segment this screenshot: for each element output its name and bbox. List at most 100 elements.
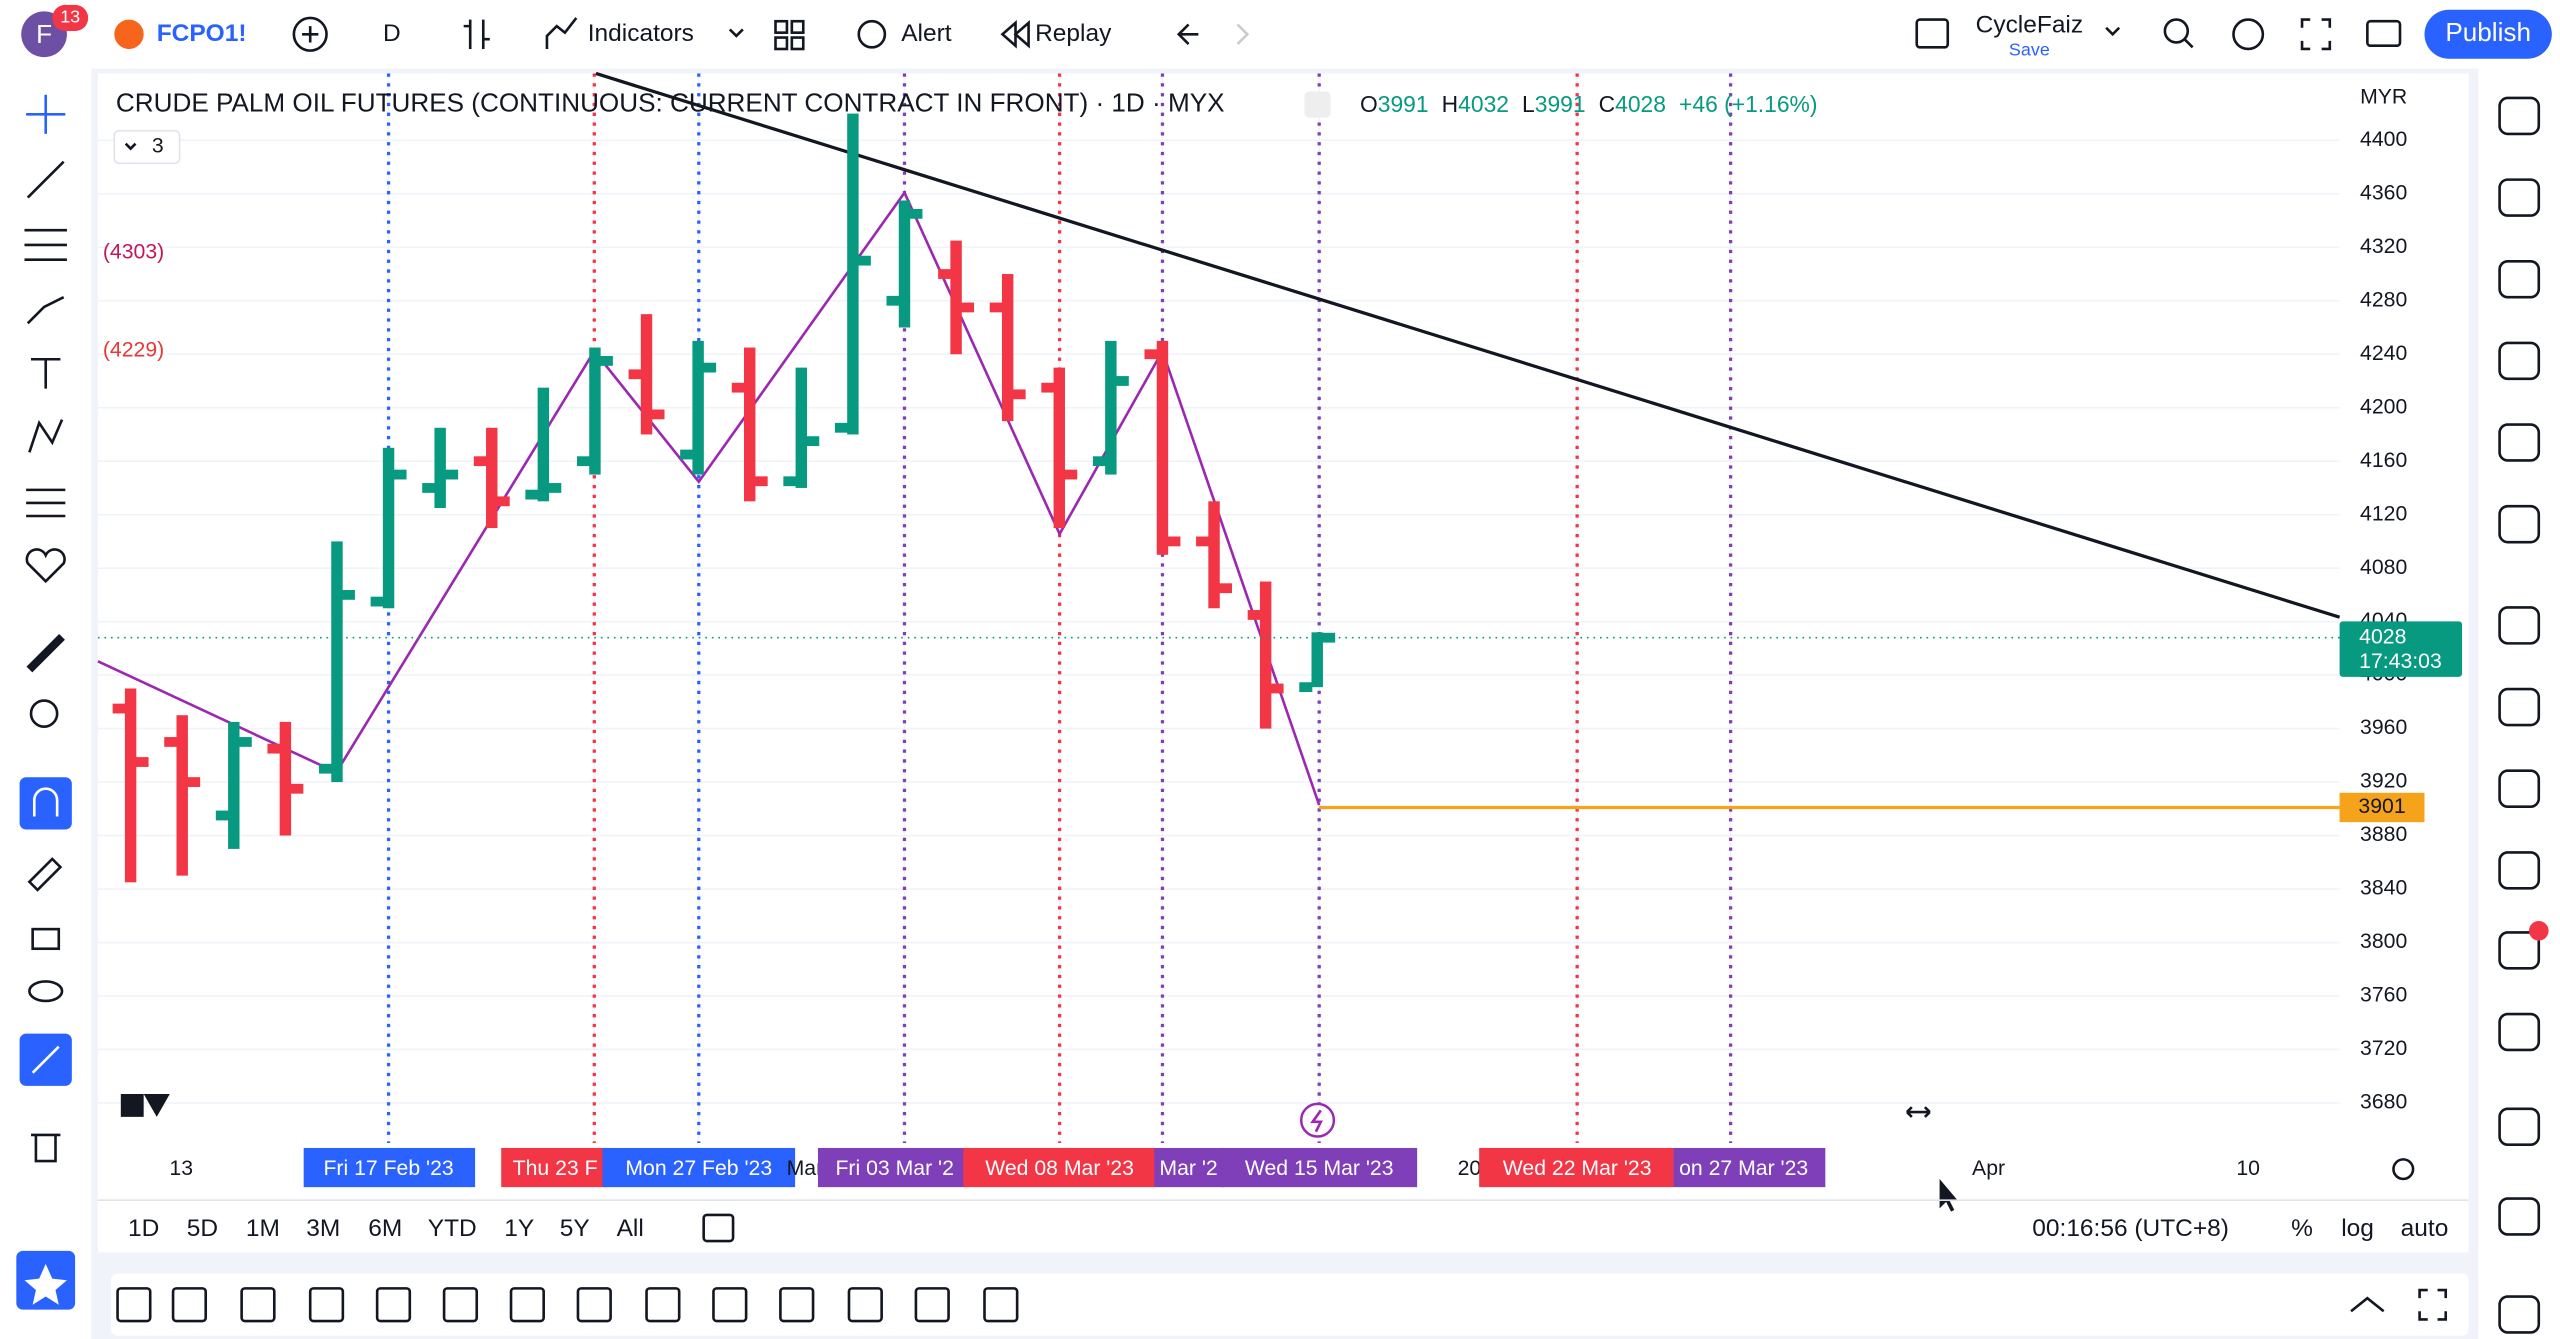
timeframe[interactable]: All xyxy=(617,1215,644,1242)
bar-close xyxy=(393,469,407,480)
scale-option[interactable]: auto xyxy=(2401,1215,2449,1242)
clock[interactable]: 00:16:56 (UTC+8) xyxy=(2032,1215,2229,1242)
tool-icon[interactable] xyxy=(847,1287,883,1323)
tool-icon[interactable] xyxy=(442,1287,479,1323)
maximize[interactable] xyxy=(2418,1288,2448,1321)
tool-icon[interactable] xyxy=(576,1287,612,1323)
layout-name[interactable]: CycleFaiz xyxy=(1976,12,2083,39)
side-icon[interactable] xyxy=(2498,423,2541,462)
tool-icon[interactable] xyxy=(914,1287,950,1323)
snapshot[interactable] xyxy=(2366,19,2402,48)
alert[interactable]: Alert xyxy=(901,20,952,47)
save[interactable]: Save xyxy=(2009,39,2050,59)
dropdown[interactable] xyxy=(2105,26,2121,37)
tool-icon[interactable] xyxy=(509,1287,545,1323)
axis-settings[interactable] xyxy=(2392,1158,2415,1181)
text-tool[interactable] xyxy=(31,357,61,389)
x-tick-label: Wed 22 Mar '23 xyxy=(1503,1157,1652,1180)
tool-icon[interactable] xyxy=(116,1287,152,1323)
currency[interactable]: MYR xyxy=(2360,86,2407,109)
side-icon[interactable] xyxy=(2498,178,2541,217)
collapse[interactable] xyxy=(2350,1296,2385,1313)
y-tick-label: 4280 xyxy=(2360,288,2407,311)
indicator-toggle[interactable] xyxy=(113,129,181,165)
publish: Publish xyxy=(2445,17,2531,47)
zoom[interactable] xyxy=(29,699,59,728)
forecast-tool[interactable] xyxy=(26,488,66,518)
layout-icon[interactable] xyxy=(774,19,789,34)
side-icon[interactable] xyxy=(2498,687,2541,727)
lock[interactable] xyxy=(31,927,61,951)
scale-option[interactable]: % xyxy=(2291,1215,2313,1242)
side-icon[interactable] xyxy=(2498,1107,2541,1146)
bar-style[interactable] xyxy=(463,19,490,49)
layout-icon xyxy=(790,19,805,34)
ruler[interactable] xyxy=(26,633,65,673)
timeframe[interactable]: 1D xyxy=(128,1215,159,1242)
y-tick-label: 4120 xyxy=(2360,502,2407,525)
add-symbol[interactable] xyxy=(292,16,328,52)
fullscreen[interactable] xyxy=(2300,18,2332,51)
timeframe[interactable]: 1Y xyxy=(504,1215,534,1242)
pattern-tool[interactable] xyxy=(28,419,64,453)
drawing-toolbar xyxy=(111,1273,2469,1336)
y-tick-label: 4360 xyxy=(2360,181,2407,204)
x-label-bg xyxy=(817,1147,967,1188)
timeframe[interactable]: 3M xyxy=(306,1215,340,1242)
side-icon[interactable] xyxy=(2498,931,2541,970)
crosshair-tool[interactable] xyxy=(26,94,66,134)
timeframe[interactable]: 6M xyxy=(368,1215,402,1242)
side-icon[interactable] xyxy=(2498,341,2541,381)
bar-close xyxy=(1218,583,1232,594)
settings[interactable] xyxy=(2232,18,2265,51)
side-icon[interactable] xyxy=(2498,96,2541,136)
timeframe[interactable]: 1M xyxy=(246,1215,280,1242)
tool-icon[interactable] xyxy=(983,1287,1019,1323)
brush-tool[interactable] xyxy=(26,296,65,325)
tool-icon[interactable] xyxy=(712,1287,748,1323)
bar-open xyxy=(886,295,900,306)
timeframe[interactable]: 5Y xyxy=(560,1215,590,1242)
event-marker[interactable] xyxy=(1300,1102,1336,1138)
search[interactable] xyxy=(2163,18,2190,44)
side-icon[interactable] xyxy=(2498,1012,2541,1052)
side-icon[interactable] xyxy=(2498,504,2541,544)
side-icon[interactable] xyxy=(2498,606,2541,645)
tool-icon[interactable] xyxy=(645,1287,681,1323)
bar-range xyxy=(382,447,395,609)
timeframe[interactable]: 5D xyxy=(187,1215,218,1242)
tool-icon[interactable] xyxy=(779,1287,815,1323)
line-tool[interactable] xyxy=(26,160,65,199)
indicators[interactable]: Indicators xyxy=(588,20,694,47)
tool-icon[interactable] xyxy=(375,1287,412,1323)
replay[interactable]: Replay xyxy=(1035,20,1112,47)
interval[interactable]: D xyxy=(383,20,401,47)
redo[interactable] xyxy=(1236,23,1250,46)
publish-button[interactable] xyxy=(2424,9,2552,59)
layout-select[interactable] xyxy=(1915,18,1950,49)
tool-icon[interactable] xyxy=(171,1287,208,1323)
side-icon[interactable] xyxy=(2498,769,2541,808)
dropdown[interactable] xyxy=(728,28,744,38)
fib-tool[interactable] xyxy=(24,228,67,261)
undo[interactable] xyxy=(1176,23,1199,46)
favorites[interactable] xyxy=(25,548,66,584)
side-icon[interactable] xyxy=(2498,851,2541,890)
tool-icon[interactable] xyxy=(308,1287,345,1323)
legend-toggle[interactable] xyxy=(1304,91,1331,118)
side-icon[interactable] xyxy=(2498,1197,2541,1236)
hide[interactable] xyxy=(28,980,64,1003)
scale-option[interactable]: log xyxy=(2341,1215,2374,1242)
ohlc-label: L xyxy=(1522,91,1535,117)
timeframe[interactable]: YTD xyxy=(428,1215,477,1242)
trash[interactable] xyxy=(31,1133,61,1163)
side-icon[interactable] xyxy=(2498,1295,2541,1334)
tool-icon[interactable] xyxy=(240,1287,276,1323)
bar-open xyxy=(1092,456,1106,467)
symbol[interactable]: FCPO1! xyxy=(157,20,247,47)
side-icon[interactable] xyxy=(2498,259,2541,299)
bar-range xyxy=(795,367,808,488)
magnet[interactable] xyxy=(19,777,72,830)
stay-drawing[interactable] xyxy=(27,857,63,892)
date-range[interactable] xyxy=(702,1213,735,1243)
